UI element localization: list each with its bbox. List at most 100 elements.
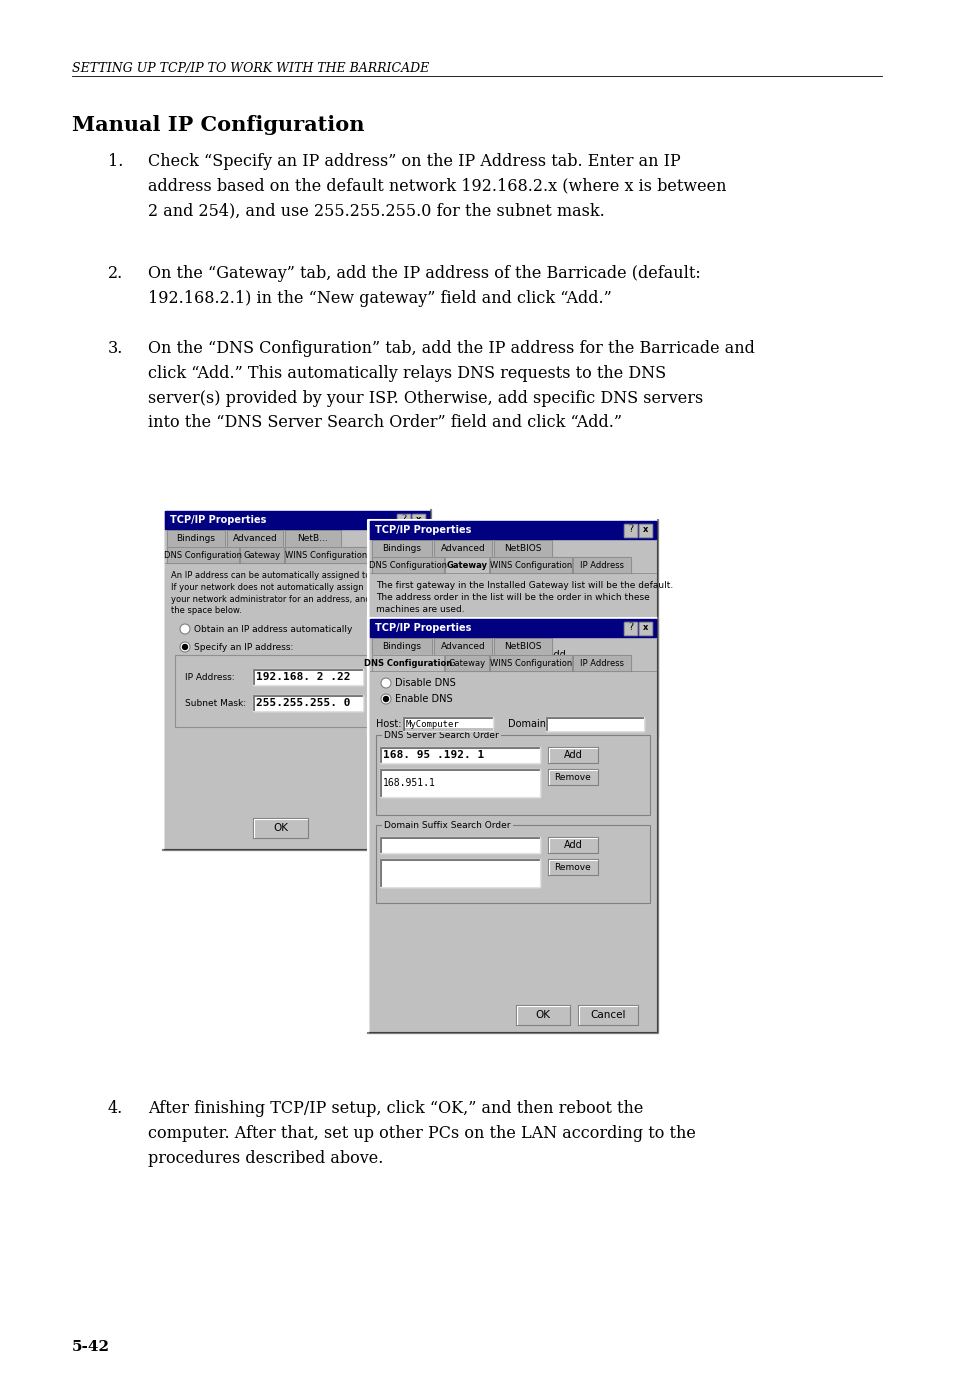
Text: Gateway: Gateway [243,551,280,559]
Text: NetBIOS: NetBIOS [504,641,541,651]
Text: 168.951.1: 168.951.1 [382,779,436,788]
Bar [573,655,630,670]
Text: Advanced: Advanced [440,544,485,552]
Circle shape [180,625,190,634]
Bar [547,769,598,786]
Text: New gateway:: New gateway: [375,637,439,645]
Text: IP Address: IP Address [579,561,623,569]
Text: Manual IP Configuration: Manual IP Configuration [71,115,364,135]
Text: Remove: Remove [554,773,591,781]
Text: DNS Configuration: DNS Configuration [164,551,242,559]
Text: DNS Configuration: DNS Configuration [363,658,452,668]
Text: OK: OK [535,1010,550,1020]
Bar [368,547,386,564]
Bar [285,530,340,545]
Bar [516,1005,569,1024]
Text: Domain Suffix Search Order: Domain Suffix Search Order [384,820,510,830]
Bar [372,655,443,670]
Bar [494,638,552,654]
Text: TCP/IP Properties: TCP/IP Properties [375,525,471,534]
Bar [165,511,429,529]
Text: Obtain an IP address automatically: Obtain an IP address automatically [193,625,352,633]
Bar [623,622,637,634]
Bar [253,695,363,711]
Bar [375,647,523,663]
Bar [444,557,489,573]
Bar [227,530,283,545]
Text: 5-42: 5-42 [71,1339,110,1355]
Text: The first gateway in the Installed Gateway list will be the default.
The address: The first gateway in the Installed Gatew… [375,582,673,613]
Text: On the “Gateway” tab, add the IP address of the Barricade (default:
192.168.2.1): On the “Gateway” tab, add the IP address… [148,265,700,307]
Text: Check “Specify an IP address” on the IP Address tab. Enter an IP
address based o: Check “Specify an IP address” on the IP … [148,153,726,219]
Bar [490,557,572,573]
Text: SETTING UP TCP/IP TO WORK WITH THE BARRICADE: SETTING UP TCP/IP TO WORK WITH THE BARRI… [71,62,429,75]
Text: TCP/IP Properties: TCP/IP Properties [375,623,471,633]
Text: Host:: Host: [375,719,401,729]
Bar [167,530,225,545]
Text: 4.: 4. [108,1101,123,1117]
Text: OK: OK [273,823,288,833]
Bar [370,619,656,637]
Bar [532,647,581,663]
Bar [372,557,443,573]
Bar [163,509,431,849]
Bar [379,837,539,854]
Bar [639,525,651,537]
Bar [412,514,424,527]
Bar [372,638,432,654]
Bar [434,540,492,557]
Text: Specify an IP address:: Specify an IP address: [193,643,294,651]
Text: Bindings: Bindings [382,641,421,651]
Bar [434,638,492,654]
Circle shape [180,643,190,652]
Circle shape [380,677,391,688]
Bar [545,718,643,731]
Text: Cancel: Cancel [590,1010,625,1020]
Bar [547,747,598,763]
Text: Subnet Mask:: Subnet Mask: [185,698,246,708]
Text: IP Address: IP Address [579,658,623,668]
Bar [253,818,308,838]
Bar [368,520,658,738]
Text: MyComputer: MyComputer [406,719,459,729]
Text: Gateway: Gateway [446,561,487,569]
Circle shape [380,694,391,704]
Bar [402,718,493,731]
Text: TCP/IP Properties: TCP/IP Properties [170,515,266,525]
Bar [547,837,598,854]
Text: 3.: 3. [108,340,123,357]
Circle shape [182,644,188,650]
Bar [370,520,656,539]
Text: Bindings: Bindings [176,533,215,543]
Text: ?: ? [627,525,633,534]
Bar [375,824,649,904]
Bar [444,655,489,670]
Text: DNS Server Search Order: DNS Server Search Order [384,730,498,740]
Bar [639,622,651,634]
Text: After finishing TCP/IP setup, click “OK,” and then reboot the
computer. After th: After finishing TCP/IP setup, click “OK,… [148,1101,695,1166]
Text: DNS Configuration: DNS Configuration [369,561,447,569]
Text: Bindings: Bindings [382,544,421,552]
Text: x: x [416,515,420,523]
Bar [240,547,284,564]
Bar [368,618,658,1033]
Text: x: x [642,525,647,533]
Text: IP Address:: IP Address: [185,673,234,682]
Bar [372,540,432,557]
Bar [547,859,598,874]
Text: 192.168. 2 .22: 192.168. 2 .22 [255,672,350,682]
Text: Remove: Remove [554,862,591,872]
Text: Gateway: Gateway [448,658,485,668]
Text: 1.: 1. [108,153,123,169]
Text: WINS Configuration: WINS Configuration [489,561,572,569]
Text: Add: Add [563,840,581,849]
Bar [167,547,239,564]
Text: On the “DNS Configuration” tab, add the IP address for the Barricade and
click “: On the “DNS Configuration” tab, add the … [148,340,754,432]
Text: ?: ? [627,622,633,632]
Text: Domain:: Domain: [507,719,549,729]
Bar [396,514,410,527]
Text: An IP address can be automatically assigned to this com
If your network does not: An IP address can be automatically assig… [171,570,414,615]
Bar [379,859,539,887]
Text: WINS Configuration: WINS Configuration [285,551,367,559]
Text: 2.: 2. [108,265,123,282]
